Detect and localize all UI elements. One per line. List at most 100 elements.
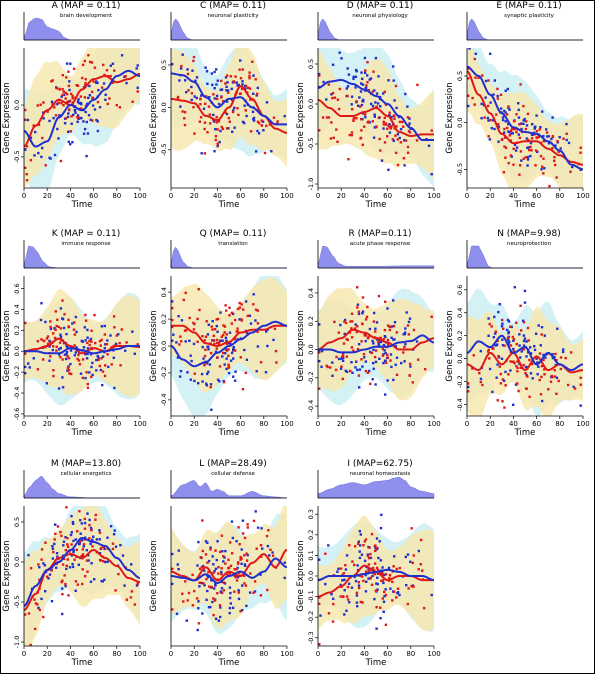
data-point-red <box>256 92 259 96</box>
data-point-blue <box>211 320 214 323</box>
data-point-blue <box>531 123 534 126</box>
data-point-red <box>491 347 494 350</box>
data-point-blue <box>545 128 548 131</box>
data-point-red <box>222 555 225 558</box>
data-point-red <box>220 79 223 83</box>
data-point-red <box>562 137 565 140</box>
data-point-red <box>410 527 413 530</box>
data-point-blue <box>256 86 259 90</box>
y-axis-label: Gene Expression <box>2 540 12 611</box>
data-point-blue <box>361 112 365 115</box>
data-point-red <box>209 385 212 389</box>
data-point-blue <box>390 325 394 328</box>
data-point-blue <box>225 112 229 116</box>
data-point-blue <box>95 80 98 83</box>
data-point-red <box>218 341 221 344</box>
data-point-blue <box>347 73 351 76</box>
data-point-blue <box>255 94 258 97</box>
data-point-blue <box>186 68 189 71</box>
data-point-red <box>360 129 363 132</box>
data-point-blue <box>40 597 43 601</box>
data-point-red <box>55 87 58 90</box>
data-point-red <box>370 532 374 536</box>
data-point-red <box>352 349 355 352</box>
data-point-red <box>52 332 55 335</box>
data-point-blue <box>201 612 204 615</box>
panel-title: D (MAP= 0.11) <box>347 1 414 11</box>
data-point-red <box>177 95 180 99</box>
data-point-blue <box>517 116 521 119</box>
data-point-red <box>579 376 582 379</box>
data-point-blue <box>53 542 56 546</box>
data-point-blue <box>361 310 365 313</box>
data-point-red <box>522 348 525 351</box>
data-point-red <box>216 143 219 146</box>
data-point-blue <box>384 352 387 355</box>
data-point-red <box>61 299 64 302</box>
panel-subtitle: cellular energetics <box>61 471 112 477</box>
data-point-blue <box>56 127 59 131</box>
data-point-red <box>234 75 237 78</box>
data-point-red <box>384 361 388 364</box>
data-point-blue <box>536 150 539 154</box>
x-tick-label: 0 <box>22 420 26 428</box>
data-point-blue <box>361 118 364 121</box>
data-point-red <box>52 550 55 554</box>
panel-subtitle: translation <box>218 241 248 247</box>
data-point-blue <box>283 114 286 118</box>
x-tick-label: 20 <box>486 192 495 200</box>
data-point-blue <box>225 89 228 92</box>
data-point-red <box>265 124 268 128</box>
data-point-blue <box>65 352 68 356</box>
data-point-blue <box>404 92 407 96</box>
data-point-red <box>238 68 241 71</box>
data-point-blue <box>492 93 495 96</box>
data-point-blue <box>427 144 431 147</box>
data-point-red <box>559 367 562 371</box>
data-point-blue <box>554 144 557 147</box>
y-tick-label: 0.3 <box>307 509 315 519</box>
data-point-red <box>203 339 206 342</box>
data-point-red <box>238 306 242 309</box>
data-point-blue <box>56 555 59 558</box>
data-point-red <box>77 353 80 357</box>
x-axis-label: Time <box>514 428 536 438</box>
y-tick-label: 0.2 <box>160 314 168 324</box>
data-point-blue <box>497 356 501 359</box>
data-point-blue <box>373 597 376 601</box>
data-point-blue <box>374 546 377 550</box>
data-point-blue <box>484 79 488 83</box>
data-point-red <box>37 123 41 126</box>
data-point-blue <box>33 154 36 157</box>
data-point-blue <box>376 582 379 586</box>
data-point-red <box>115 334 118 337</box>
density-curve <box>170 18 287 41</box>
data-point-blue <box>496 343 499 346</box>
data-point-red <box>524 127 528 131</box>
data-point-blue <box>51 348 54 352</box>
data-point-red <box>396 163 400 167</box>
data-point-red <box>351 320 354 323</box>
data-point-red <box>557 379 560 383</box>
data-point-blue <box>206 575 210 579</box>
data-point-blue <box>228 606 232 610</box>
data-point-red <box>52 369 55 372</box>
data-point-red <box>204 335 208 338</box>
data-point-red <box>84 78 87 81</box>
data-point-red <box>516 360 519 363</box>
density-curve <box>466 245 583 269</box>
data-point-blue <box>375 338 379 341</box>
data-point-blue <box>216 79 219 82</box>
data-point-blue <box>51 545 54 548</box>
data-point-red <box>49 325 52 329</box>
data-point-blue <box>500 357 504 360</box>
data-point-red <box>233 574 236 577</box>
data-point-red <box>61 74 64 77</box>
data-point-blue <box>85 154 88 158</box>
data-point-blue <box>243 348 246 352</box>
data-point-blue <box>344 36 346 38</box>
data-point-red <box>530 137 534 140</box>
data-point-blue <box>65 567 68 571</box>
data-point-red <box>393 117 396 121</box>
